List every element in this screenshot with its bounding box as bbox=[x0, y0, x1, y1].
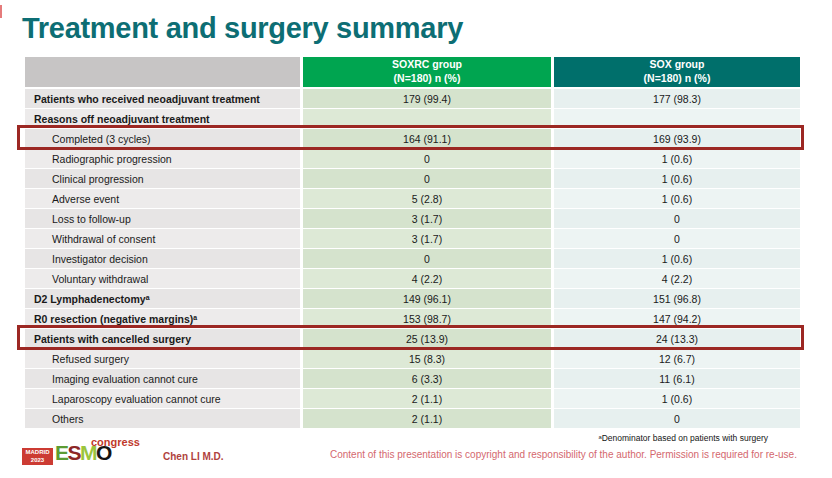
red-accent-mark bbox=[0, 5, 2, 18]
header-soxrc-sublabel: (N=180) n (%) bbox=[394, 72, 461, 86]
sox-value: 177 (98.3) bbox=[554, 89, 800, 108]
soxrc-value: 4 (2.2) bbox=[303, 269, 551, 288]
row-label: Voluntary withdrawal bbox=[25, 269, 300, 288]
table-row: Laparoscopy evaluation cannot cure2 (1.1… bbox=[25, 389, 800, 408]
treatment-surgery-table: SOXRC group (N=180) n (%) SOX group (N=1… bbox=[25, 57, 800, 429]
sox-value: 147 (94.2) bbox=[554, 309, 800, 328]
header-sox-sublabel: (N=180) n (%) bbox=[644, 72, 711, 86]
sox-value: 12 (6.7) bbox=[554, 349, 800, 368]
sox-value: 24 (13.3) bbox=[554, 329, 800, 348]
table-row: Withdrawal of consent3 (1.7)0 bbox=[25, 229, 800, 248]
row-label: Laparoscopy evaluation cannot cure bbox=[25, 389, 300, 408]
soxrc-value: 6 (3.3) bbox=[303, 369, 551, 388]
sox-value: 169 (93.9) bbox=[554, 129, 800, 148]
sox-value: 1 (0.6) bbox=[554, 169, 800, 188]
row-label: Radiographic progression bbox=[25, 149, 300, 168]
soxrc-value: 164 (91.1) bbox=[303, 129, 551, 148]
logo-year: 2023 bbox=[31, 457, 44, 464]
sox-value: 1 (0.6) bbox=[554, 249, 800, 268]
header-soxrc-group: SOXRC group (N=180) n (%) bbox=[303, 57, 551, 87]
soxrc-value: 0 bbox=[303, 149, 551, 168]
logo-city: MADRID bbox=[26, 449, 50, 456]
row-label: Adverse event bbox=[25, 189, 300, 208]
sox-value bbox=[554, 109, 800, 128]
esmo-wordmark: ESMO bbox=[55, 441, 111, 465]
soxrc-value: 5 (2.8) bbox=[303, 189, 551, 208]
soxrc-value: 15 (8.3) bbox=[303, 349, 551, 368]
row-label: Patients who received neoadjuvant treatm… bbox=[25, 89, 300, 108]
soxrc-value: 2 (1.1) bbox=[303, 389, 551, 408]
row-label: Others bbox=[25, 409, 300, 428]
esmo-letter-e: E bbox=[55, 441, 68, 464]
row-label: D2 Lymphadenectomyᵃ bbox=[25, 289, 300, 308]
table-row: Patients with cancelled surgery25 (13.9)… bbox=[25, 329, 800, 348]
esmo-letter-m: M bbox=[80, 441, 96, 464]
table-row: Radiographic progression01 (0.6) bbox=[25, 149, 800, 168]
soxrc-value: 3 (1.7) bbox=[303, 229, 551, 248]
table-footnote: ᵃDenominator based on patients with surg… bbox=[599, 433, 768, 443]
row-label: Reasons off neoadjuvant treatment bbox=[25, 109, 300, 128]
sox-value: 4 (2.2) bbox=[554, 269, 800, 288]
logo-madrid-2023-badge: MADRID 2023 bbox=[22, 448, 53, 465]
esmo-letter-s: S bbox=[68, 441, 81, 464]
row-label: R0 resection (negative margins)ᵃ bbox=[25, 309, 300, 328]
row-label: Imaging evaluation cannot cure bbox=[25, 369, 300, 388]
table-row: Refused surgery15 (8.3)12 (6.7) bbox=[25, 349, 800, 368]
sox-value: 0 bbox=[554, 229, 800, 248]
sox-value: 1 (0.6) bbox=[554, 149, 800, 168]
slide-title: Treatment and surgery summary bbox=[22, 12, 463, 45]
row-label: Refused surgery bbox=[25, 349, 300, 368]
table-row: Loss to follow-up3 (1.7)0 bbox=[25, 209, 800, 228]
soxrc-value: 2 (1.1) bbox=[303, 409, 551, 428]
sox-value: 1 (0.6) bbox=[554, 189, 800, 208]
header-sox-group: SOX group (N=180) n (%) bbox=[554, 57, 800, 87]
table-row: Reasons off neoadjuvant treatment bbox=[25, 109, 800, 128]
sox-value: 0 bbox=[554, 209, 800, 228]
sox-value: 11 (6.1) bbox=[554, 369, 800, 388]
table-row: Others2 (1.1)0 bbox=[25, 409, 800, 428]
sox-value: 1 (0.6) bbox=[554, 389, 800, 408]
table-row: R0 resection (negative margins)ᵃ153 (98.… bbox=[25, 309, 800, 328]
soxrc-value bbox=[303, 109, 551, 128]
row-label: Completed (3 cycles) bbox=[25, 129, 300, 148]
table-row: Voluntary withdrawal4 (2.2)4 (2.2) bbox=[25, 269, 800, 288]
row-label: Loss to follow-up bbox=[25, 209, 300, 228]
soxrc-value: 149 (96.1) bbox=[303, 289, 551, 308]
table-row: Completed (3 cycles)164 (91.1)169 (93.9) bbox=[25, 129, 800, 148]
row-label: Withdrawal of consent bbox=[25, 229, 300, 248]
table-row: Clinical progression01 (0.6) bbox=[25, 169, 800, 188]
soxrc-value: 179 (99.4) bbox=[303, 89, 551, 108]
sox-value: 0 bbox=[554, 409, 800, 428]
row-label: Investigator decision bbox=[25, 249, 300, 268]
header-soxrc-label: SOXRC group bbox=[392, 58, 462, 72]
row-label: Patients with cancelled surgery bbox=[25, 329, 300, 348]
copyright-disclaimer: Content of this presentation is copyrigh… bbox=[330, 449, 797, 460]
header-sox-label: SOX group bbox=[650, 58, 705, 72]
soxrc-value: 0 bbox=[303, 249, 551, 268]
esmo-letter-o: O bbox=[96, 441, 111, 464]
soxrc-value: 3 (1.7) bbox=[303, 209, 551, 228]
table-row: Investigator decision01 (0.6) bbox=[25, 249, 800, 268]
esmo-congress-logo: congress MADRID 2023 ESMO bbox=[22, 436, 172, 472]
soxrc-value: 0 bbox=[303, 169, 551, 188]
table-row: Imaging evaluation cannot cure6 (3.3)11 … bbox=[25, 369, 800, 388]
header-empty-cell bbox=[25, 57, 300, 87]
soxrc-value: 153 (98.7) bbox=[303, 309, 551, 328]
table-row: Patients who received neoadjuvant treatm… bbox=[25, 89, 800, 108]
sox-value: 151 (96.8) bbox=[554, 289, 800, 308]
presentation-slide: Treatment and surgery summary SOXRC grou… bbox=[0, 0, 832, 478]
table-body: Patients who received neoadjuvant treatm… bbox=[25, 89, 800, 428]
table-header-row: SOXRC group (N=180) n (%) SOX group (N=1… bbox=[25, 57, 800, 87]
table-row: D2 Lymphadenectomyᵃ149 (96.1)151 (96.8) bbox=[25, 289, 800, 308]
presenter-name: Chen LI M.D. bbox=[163, 451, 224, 462]
row-label: Clinical progression bbox=[25, 169, 300, 188]
soxrc-value: 25 (13.9) bbox=[303, 329, 551, 348]
table-row: Adverse event5 (2.8)1 (0.6) bbox=[25, 189, 800, 208]
